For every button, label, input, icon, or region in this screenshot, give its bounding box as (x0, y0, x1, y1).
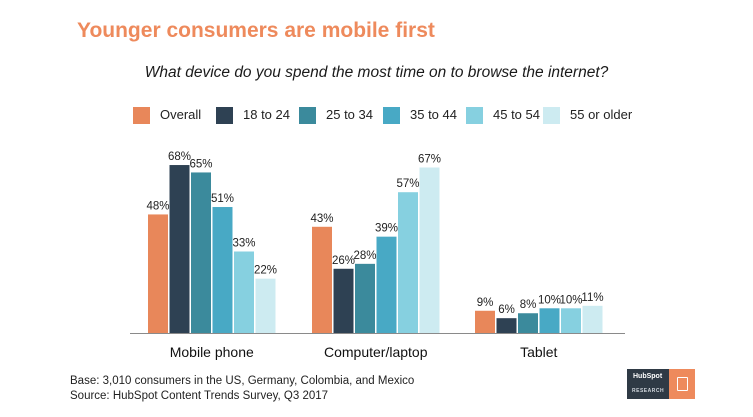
footer: Base: 3,010 consumers in the US, Germany… (70, 374, 414, 404)
data-label: 10% (559, 294, 582, 306)
category-label: Mobile phone (170, 344, 254, 360)
bar (255, 278, 276, 333)
legend-swatch (383, 107, 400, 124)
legend-swatch (216, 107, 233, 124)
bar (169, 165, 190, 333)
bar (561, 308, 581, 333)
bar (419, 167, 440, 333)
legend-swatch (133, 107, 150, 124)
bar (212, 207, 233, 333)
bar (355, 263, 375, 333)
tablet-icon-shape (677, 377, 688, 391)
data-label: 6% (498, 304, 515, 316)
data-label: 33% (232, 237, 255, 249)
legend-label: Overall (160, 107, 202, 122)
chart-title: Younger consumers are mobile first (77, 19, 435, 42)
logo-label: RESEARCH (632, 388, 665, 394)
legend-label: 55 or older (570, 107, 633, 122)
data-label: 26% (332, 255, 355, 267)
legend-label: 18 to 24 (243, 107, 290, 122)
data-label: 22% (254, 265, 277, 277)
bar (376, 236, 397, 333)
bar (234, 251, 254, 333)
legend-swatch (299, 107, 316, 124)
legend-label: 25 to 34 (326, 107, 373, 122)
bar (398, 192, 418, 333)
legend-label: 35 to 44 (410, 107, 457, 122)
data-label: 28% (353, 250, 376, 262)
data-label: 39% (375, 223, 398, 235)
bar (582, 305, 603, 333)
bar (475, 310, 495, 333)
footer-source-note: Source: HubSpot Content Trends Survey, Q… (70, 390, 329, 402)
data-label: 43% (310, 213, 333, 225)
data-label: 51% (211, 193, 234, 205)
bar (191, 172, 211, 333)
logo-brand: HubSpot (633, 373, 663, 380)
footer-base-note: Base: 3,010 consumers in the US, Germany… (70, 375, 415, 387)
bar (148, 214, 168, 333)
legend-swatch (543, 107, 560, 124)
data-label: 8% (520, 299, 537, 311)
category-label: Computer/laptop (324, 344, 428, 360)
legend-swatch (466, 107, 483, 124)
hubspot-research-logo: HubSpot RESEARCH (627, 369, 669, 399)
bar (312, 226, 332, 333)
bar (333, 268, 354, 333)
chart-subtitle: What device do you spend the most time o… (144, 64, 609, 81)
bar (496, 318, 517, 333)
data-label: 48% (146, 200, 169, 212)
data-label: 67% (418, 154, 441, 166)
tablet-icon (669, 369, 695, 399)
data-label: 10% (538, 294, 561, 306)
data-label: 57% (396, 178, 419, 190)
data-label: 9% (477, 297, 494, 309)
data-label: 11% (581, 292, 603, 304)
data-label: 68% (168, 151, 191, 163)
data-label: 65% (189, 158, 212, 170)
category-label: Tablet (520, 344, 557, 360)
bar (539, 308, 560, 333)
bar (518, 313, 538, 333)
legend-label: 45 to 54 (493, 107, 540, 122)
